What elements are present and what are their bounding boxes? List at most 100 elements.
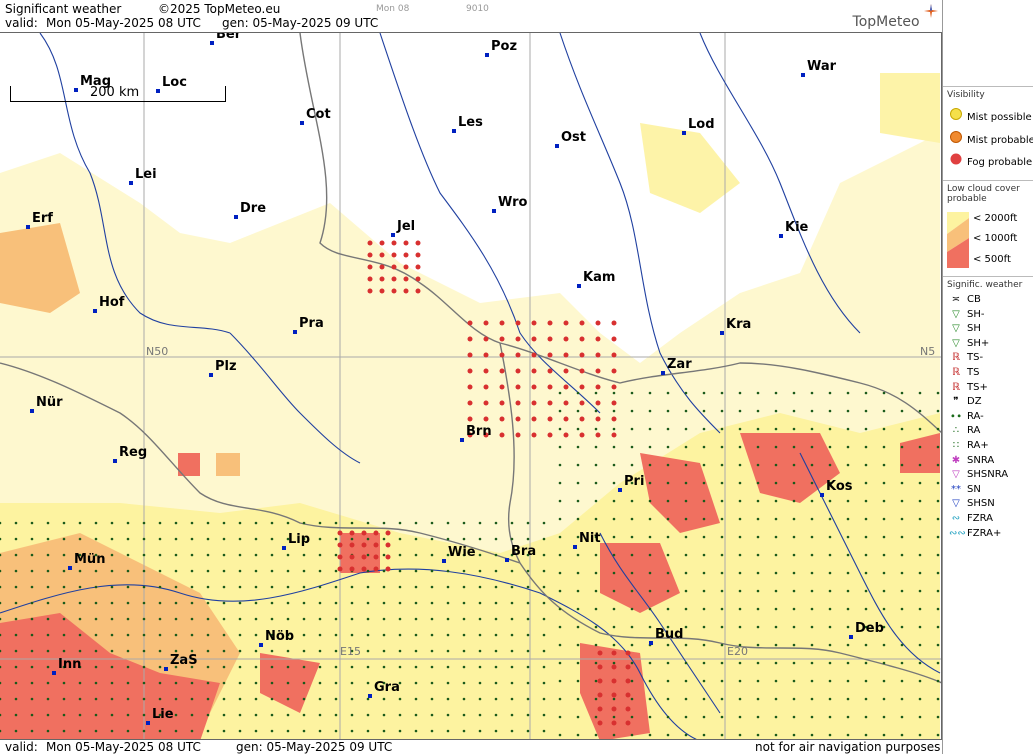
precip-marker <box>46 569 50 573</box>
precip-marker <box>702 445 706 449</box>
precip-marker <box>882 607 886 611</box>
precip-marker <box>391 264 397 270</box>
legend-signif-sh-plus: ▽ SH+ <box>949 338 989 349</box>
precip-marker <box>494 729 498 733</box>
precip-marker <box>302 617 306 621</box>
precip-marker <box>648 715 652 719</box>
precip-marker <box>611 432 617 438</box>
precip-marker <box>0 697 2 701</box>
precip-marker <box>414 633 418 637</box>
city-marker <box>661 371 665 375</box>
precip-marker <box>828 391 832 395</box>
precip-marker <box>238 729 242 733</box>
legend-label: SNRA <box>967 454 995 466</box>
precip-marker <box>403 252 409 258</box>
precip-marker <box>542 585 546 589</box>
precip-marker <box>526 633 530 637</box>
legend-signif-fzra: ∾ FZRA <box>949 513 993 524</box>
precip-marker <box>792 445 796 449</box>
precip-marker <box>684 607 688 611</box>
precip-marker <box>126 553 130 557</box>
precip-marker <box>467 416 473 422</box>
precip-marker <box>558 643 562 647</box>
precip-marker <box>702 607 706 611</box>
precip-marker <box>350 729 354 733</box>
weather-symbol-icon: ℝ <box>952 367 960 378</box>
precip-marker <box>864 661 868 665</box>
city-marker <box>74 88 78 92</box>
precip-marker <box>702 697 706 701</box>
precip-marker <box>30 649 34 653</box>
precip-marker <box>526 537 530 541</box>
precip-marker <box>900 679 904 683</box>
precip-marker <box>110 649 114 653</box>
precip-marker <box>462 713 466 717</box>
precip-marker <box>738 481 742 485</box>
country-borders <box>0 33 941 684</box>
precip-marker <box>630 481 634 485</box>
precip-marker <box>864 733 868 737</box>
precip-marker <box>94 585 98 589</box>
city-marker <box>210 41 214 45</box>
city-marker <box>577 284 581 288</box>
precip-marker <box>756 715 760 719</box>
precip-marker <box>630 499 634 503</box>
precip-marker <box>542 553 546 557</box>
precip-marker <box>30 713 34 717</box>
legend-signif-ts: ℝ TS <box>949 367 979 378</box>
precip-marker <box>379 288 385 294</box>
precip-marker <box>648 445 652 449</box>
precip-marker <box>430 697 434 701</box>
city-marker <box>282 546 286 550</box>
precip-marker <box>483 432 489 438</box>
precip-marker <box>526 521 530 525</box>
precip-marker <box>14 713 18 717</box>
precip-marker <box>648 427 652 431</box>
precip-marker <box>558 661 562 665</box>
precip-marker <box>398 713 402 717</box>
city-marker <box>452 129 456 133</box>
precip-marker <box>142 601 146 605</box>
precip-marker <box>30 537 34 541</box>
weather-symbol-icon: ∷ <box>952 440 960 451</box>
precip-marker <box>558 445 562 449</box>
precip-marker <box>430 681 434 685</box>
precip-marker <box>158 713 162 717</box>
precip-marker <box>810 409 814 413</box>
city-marker <box>801 73 805 77</box>
precip-marker <box>510 713 514 717</box>
precip-marker <box>62 713 66 717</box>
precip-marker <box>382 617 386 621</box>
precip-marker <box>558 427 562 431</box>
precip-marker <box>494 537 498 541</box>
precip-marker <box>756 571 760 575</box>
precip-marker <box>792 625 796 629</box>
precip-marker <box>846 697 850 701</box>
precip-marker <box>684 733 688 737</box>
precip-marker <box>702 553 706 557</box>
precip-marker <box>900 463 904 467</box>
precip-marker <box>630 625 634 629</box>
precip-marker <box>648 571 652 575</box>
precip-marker <box>478 585 482 589</box>
city-marker <box>460 438 464 442</box>
precip-marker <box>361 530 367 536</box>
precip-marker <box>936 679 940 683</box>
city-marker <box>442 559 446 563</box>
precip-marker <box>756 589 760 593</box>
precip-marker <box>900 589 904 593</box>
precip-marker <box>78 681 82 685</box>
precip-marker <box>30 697 34 701</box>
precip-marker <box>126 569 130 573</box>
header: Significant weather ©2025 TopMeteo.eu Mo… <box>0 0 942 32</box>
precip-marker <box>684 661 688 665</box>
precip-marker <box>594 409 598 413</box>
precip-marker <box>810 589 814 593</box>
precip-marker <box>366 617 370 621</box>
precip-marker <box>756 463 760 467</box>
precip-marker <box>382 633 386 637</box>
precip-marker <box>142 649 146 653</box>
weather-symbol-icon: ∾∾ <box>949 527 966 539</box>
precip-marker <box>366 633 370 637</box>
weather-map[interactable]: 200 km N50 N5 E15 E20 Ber Poz War Mag Loc Cot… <box>0 32 942 740</box>
